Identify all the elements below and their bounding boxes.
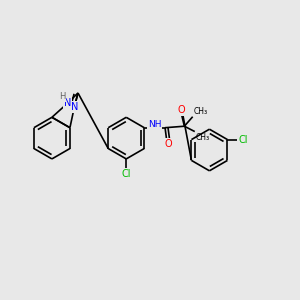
Text: Cl: Cl bbox=[238, 135, 248, 145]
Text: H: H bbox=[59, 92, 65, 101]
Text: CH₃: CH₃ bbox=[196, 133, 210, 142]
Text: CH₃: CH₃ bbox=[194, 106, 208, 116]
Text: O: O bbox=[178, 105, 185, 115]
Text: N: N bbox=[70, 102, 78, 112]
Text: O: O bbox=[164, 139, 172, 149]
Text: N: N bbox=[64, 98, 71, 108]
Text: NH: NH bbox=[148, 120, 161, 129]
Text: Cl: Cl bbox=[122, 169, 131, 179]
